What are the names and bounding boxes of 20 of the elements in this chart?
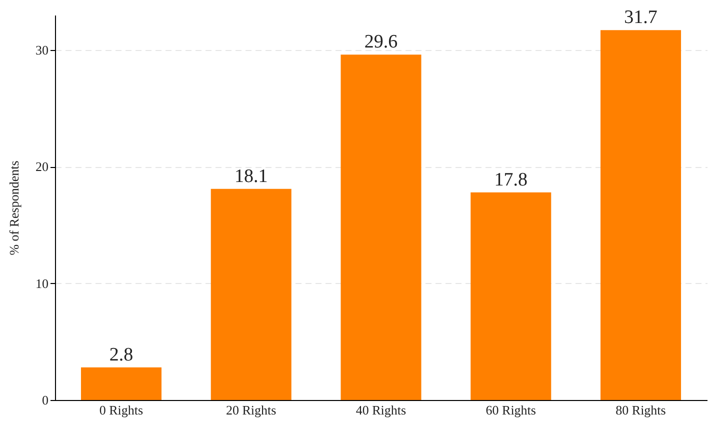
y-tick-label: 10	[36, 276, 48, 291]
data-label: 18.1	[234, 166, 268, 187]
x-tick-label: 60 Rights	[486, 402, 536, 418]
bar	[80, 367, 162, 400]
x-tick-label: 40 Rights	[356, 402, 406, 418]
x-tick-label: 20 Rights	[226, 402, 276, 418]
data-label: 2.8	[109, 344, 134, 366]
y-tick-label: 30	[36, 42, 48, 58]
bar	[600, 30, 682, 400]
bar	[470, 192, 552, 400]
data-label: 17.8	[494, 169, 528, 190]
bar	[340, 54, 422, 400]
data-label: 31.7	[624, 7, 658, 28]
x-tick-label: 80 Rights	[616, 402, 666, 418]
y-tick-label: 20	[36, 159, 48, 174]
y-axis-title: % of Respondents	[6, 160, 22, 256]
y-tick-label: 0	[42, 392, 48, 408]
x-tick-label: 0 Rights	[99, 402, 144, 418]
bar	[210, 188, 292, 400]
data-label: 29.6	[364, 32, 398, 53]
